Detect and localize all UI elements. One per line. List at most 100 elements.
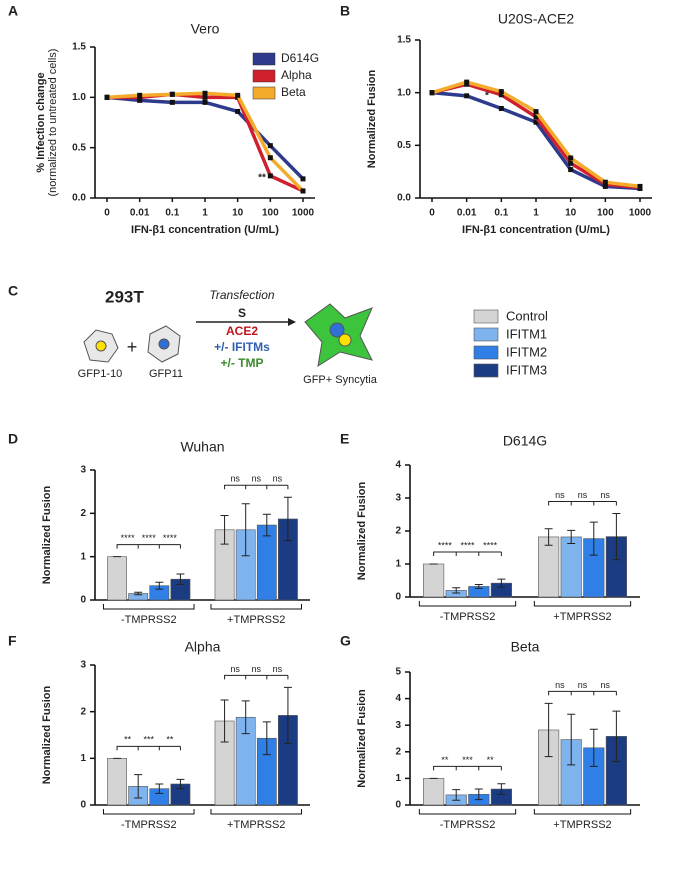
- y-tick-label: 0: [80, 595, 86, 606]
- y-tick-label: 1: [80, 551, 86, 562]
- series-line: [107, 92, 304, 193]
- panel-letter: B: [340, 3, 350, 19]
- point: [300, 188, 306, 194]
- y-tick-label: 4: [395, 460, 401, 471]
- cell-line: 293T: [105, 287, 144, 306]
- x-tick-label: 1: [202, 208, 208, 219]
- x-axis-label: IFN-β1 concentration (U/mL): [131, 224, 279, 236]
- y-tick-label: 1: [395, 773, 401, 784]
- y-tick-label: 2: [395, 526, 401, 537]
- y-axis-label: Normalized Fusion: [41, 686, 53, 785]
- x-tick-label: 0.1: [165, 208, 179, 219]
- y-tick-label: 3: [395, 720, 401, 731]
- panel-letter: E: [340, 431, 349, 447]
- sig-bracket: [433, 551, 502, 556]
- sig-label: **: [166, 735, 174, 745]
- sig-label: **: [441, 755, 449, 765]
- y-tick-label: 0.0: [72, 193, 86, 204]
- group-label: -TMPRSS2: [440, 819, 496, 831]
- legend-swatch: [252, 86, 276, 100]
- point: [137, 92, 143, 98]
- group-bracket: [210, 604, 303, 610]
- y-tick-label: 1: [80, 753, 86, 764]
- cell-label: GFP1-10: [78, 368, 123, 380]
- sig-label: ns: [273, 664, 283, 674]
- y-tick-label: 2: [80, 508, 86, 519]
- plus: +: [127, 337, 138, 357]
- x-axis-label: IFN-β1 concentration (U/mL): [462, 224, 610, 236]
- y-tick-label: 3: [80, 660, 86, 671]
- point: [568, 167, 574, 173]
- point: [267, 143, 273, 149]
- x-tick-label: 0: [104, 208, 110, 219]
- error-bar: [612, 513, 621, 561]
- annotation: *: [485, 91, 489, 102]
- arrow-head: [288, 318, 296, 326]
- series-line: [431, 80, 641, 189]
- y-tick-label: 0.5: [72, 142, 86, 153]
- group-bracket: [102, 604, 195, 610]
- error-bar: [497, 783, 506, 795]
- error-bar: [220, 699, 229, 743]
- y-axis-label: Normalized Fusion: [356, 482, 368, 581]
- sig-bracket: [548, 690, 617, 696]
- group-bracket: [533, 809, 632, 815]
- y-tick-label: 2: [395, 746, 401, 757]
- error-bar: [612, 710, 621, 763]
- sig-bracket: [224, 484, 289, 490]
- group-label: +TMPRSS2: [553, 819, 611, 831]
- point: [498, 92, 504, 98]
- bar: [538, 536, 560, 598]
- nucleus: [338, 333, 352, 347]
- point: [602, 179, 608, 185]
- y-axis-label: % Infection change: [35, 72, 47, 172]
- y-axis-label: Normalized Fusion: [356, 689, 368, 788]
- error-bar: [176, 573, 185, 585]
- y-axis-label: Normalized Fusion: [366, 70, 378, 169]
- series-line: [106, 95, 305, 181]
- y-tick-label: 2: [80, 706, 86, 717]
- tmp: +/- TMP: [220, 356, 263, 370]
- sig-bracket: [548, 501, 617, 506]
- error-bar: [262, 721, 271, 756]
- y-tick-label: 3: [80, 465, 86, 476]
- point: [169, 99, 175, 105]
- y-tick-label: 1: [395, 559, 401, 570]
- sig-label: ns: [600, 490, 610, 500]
- group-label: +TMPRSS2: [227, 819, 285, 831]
- bar: [423, 563, 445, 598]
- sig-bracket: [433, 765, 502, 771]
- sig-bracket: [224, 674, 289, 680]
- y-tick-label: 0: [395, 800, 401, 811]
- panel-letter: G: [340, 633, 351, 649]
- error-bar: [241, 700, 250, 735]
- spike: S: [238, 306, 246, 320]
- x-tick-label: 0.1: [494, 208, 508, 219]
- point: [137, 97, 143, 103]
- method: Transfection: [209, 288, 274, 302]
- legend-label: Beta: [281, 85, 306, 99]
- sig-label: ns: [251, 474, 261, 484]
- x-tick-label: 1000: [292, 208, 315, 219]
- series-line: [431, 82, 641, 190]
- x-tick-label: 1000: [629, 208, 652, 219]
- y-tick-label: 1.0: [397, 87, 411, 98]
- sig-label: **: [487, 755, 495, 765]
- error-bar: [589, 521, 598, 556]
- group-bracket: [418, 809, 517, 815]
- error-bar: [176, 778, 185, 790]
- sig-label: ns: [578, 680, 588, 690]
- error-bar: [241, 503, 250, 557]
- error-bar: [497, 578, 506, 588]
- y-tick-label: 0: [395, 592, 401, 603]
- bar: [107, 556, 127, 601]
- error-bar: [589, 728, 598, 767]
- error-bar: [134, 774, 143, 799]
- point: [202, 99, 208, 105]
- group-bracket: [102, 809, 195, 815]
- legend-label: IFITM3: [506, 362, 547, 377]
- y-axis-label: (normalized to untreated cells): [47, 49, 59, 197]
- error-bar: [544, 702, 553, 758]
- bar: [560, 536, 582, 598]
